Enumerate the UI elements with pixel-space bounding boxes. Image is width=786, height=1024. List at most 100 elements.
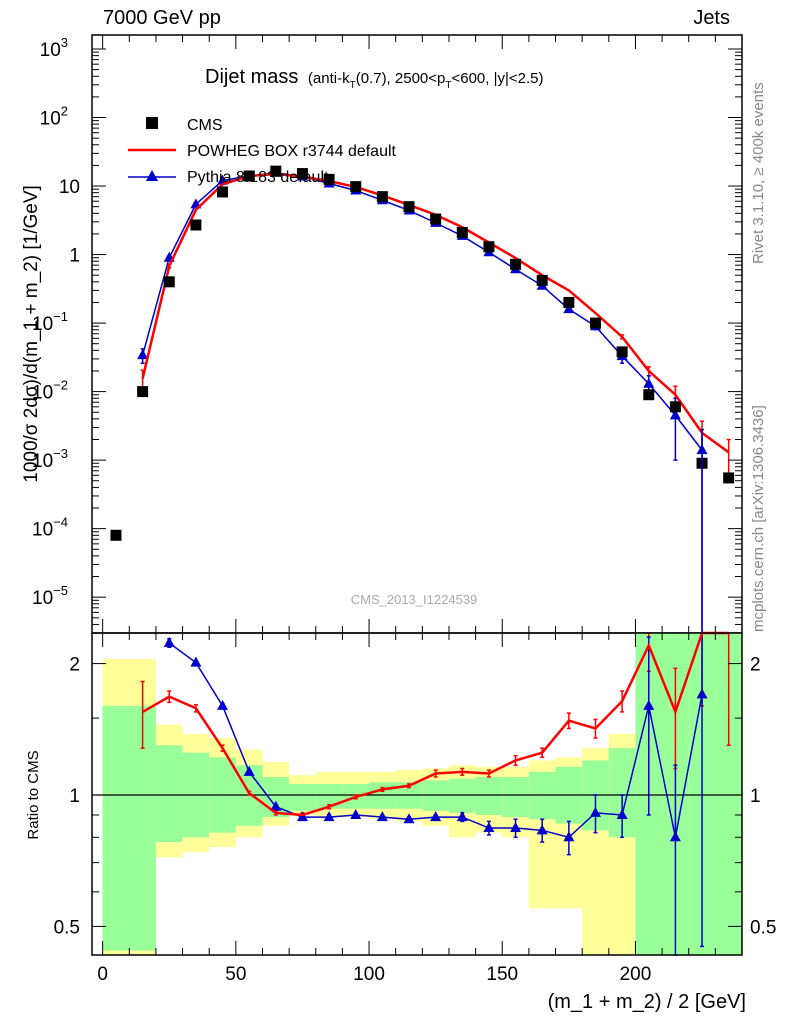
legend-label-cms: CMS	[187, 117, 223, 134]
main-y-tick-exponent: 2	[61, 104, 68, 119]
main-y-tick-label: 10−4	[32, 515, 68, 541]
ratio-y-tick-label: 2	[69, 655, 80, 676]
ratio-band-green	[102, 705, 156, 951]
main-y-tick-label: 103	[40, 35, 68, 61]
pythia-point	[217, 174, 229, 185]
ratio-pythia-point	[643, 699, 655, 710]
x-tick-label: 100	[353, 964, 385, 985]
main-x-ticks	[102, 35, 743, 633]
cms-point	[243, 170, 255, 182]
ratio-pythia-point	[376, 811, 388, 822]
main-y-tick-label: 1	[69, 246, 80, 267]
pythia-point	[643, 377, 655, 388]
cms-point	[110, 529, 122, 541]
cms-point	[217, 186, 229, 198]
pythia-point	[563, 303, 575, 314]
pythia-line	[141, 172, 703, 451]
cms-point	[137, 386, 149, 398]
main-y-label: 1000/σ 2dσ)/d(m_1 + m_2) [1/GeV]	[21, 185, 42, 483]
main-y-tick-label: 102	[40, 104, 68, 130]
x-tick-label: 200	[620, 964, 652, 985]
x-tick-label: 0	[97, 964, 108, 985]
cms-point	[430, 213, 442, 225]
ratio-pythia-point	[589, 806, 601, 817]
ratio-y-tick-label-right: 2	[750, 655, 761, 676]
ratio-pythia-point	[510, 822, 522, 833]
main-y-tick-exponent: −3	[53, 446, 68, 461]
ratio-pythia-point	[323, 811, 335, 822]
ratio-y-tick-label: 1	[69, 786, 80, 807]
main-y-tick-label: 10−5	[32, 583, 68, 609]
rivet-label: Rivet 3.1.10, ≥ 400k events	[750, 82, 767, 264]
main-y-tick-exponent: −1	[53, 309, 68, 324]
header-process: 7000 GeV pp	[103, 7, 221, 29]
source-label: mcplots.cern.ch [arXiv:1306.3436]	[750, 405, 767, 632]
cms-point	[456, 226, 468, 238]
cms-point	[643, 389, 655, 401]
watermark: CMS_2013_I1224539	[351, 592, 478, 607]
ratio-pythia-point	[696, 688, 708, 699]
legend-marker-pythia	[146, 170, 158, 181]
ratio-pythia-point	[217, 699, 229, 710]
ratio-pythia-point	[430, 811, 442, 822]
cms-point	[536, 274, 548, 286]
ratio-pythia-point	[669, 831, 681, 842]
main-y-tick-exponent: −5	[53, 583, 68, 598]
main-series	[110, 165, 735, 634]
legend-marker-cms	[146, 117, 158, 129]
cms-point	[296, 168, 308, 180]
pythia-point	[137, 349, 149, 360]
ratio-pythia-point	[403, 813, 415, 824]
ratio-band-green	[289, 783, 316, 811]
ratio-series	[140, 631, 731, 956]
cms-point	[376, 191, 388, 203]
x-tick-label: 50	[225, 964, 246, 985]
ratio-bands	[102, 633, 742, 955]
legend-label-powheg: POWHEG BOX r3744 default	[187, 143, 397, 160]
cms-point	[616, 346, 628, 358]
ratio-y-tick-label-right: 1	[750, 786, 761, 807]
cms-point	[723, 472, 735, 484]
ratio-y-tick-label-right: 0.5	[750, 917, 776, 938]
x-tick-label: 150	[486, 964, 518, 985]
cms-point	[403, 201, 415, 213]
cms-point	[669, 401, 681, 413]
cms-point	[589, 317, 601, 329]
ratio-pythia-point	[163, 636, 175, 647]
ratio-powheg-line	[141, 631, 729, 817]
cms-point	[163, 276, 175, 288]
header-category: Jets	[693, 7, 730, 29]
chart-title: Dijet mass (anti-kT(0.7), 2500<pT<600, |…	[205, 66, 544, 91]
ratio-frame	[91, 632, 743, 956]
ratio-band-green	[475, 776, 503, 815]
ratio-band-green	[448, 778, 476, 813]
ratio-pythia-point	[243, 765, 255, 776]
cms-point	[510, 258, 522, 270]
ratio-y-label: Ratio to CMS	[25, 750, 42, 839]
cms-point	[350, 181, 362, 193]
pythia-point	[669, 409, 681, 420]
x-axis-label: (m_1 + m_2) / 2 [GeV]	[548, 991, 746, 1013]
legend-label-pythia: Pythia 8.183 default	[187, 169, 329, 186]
main-y-tick-label: 10	[59, 177, 80, 198]
ratio-x-axis: 0 50 100 150 200	[97, 633, 743, 985]
ratio-pythia-point	[616, 808, 628, 819]
ratio-pythia-point	[483, 822, 495, 833]
cms-point	[190, 219, 202, 231]
ratio-y-axis: 0.5 0.5 1 1 2 2	[54, 655, 777, 939]
cms-point	[563, 296, 575, 308]
ratio-pythia-point	[350, 808, 362, 819]
ratio-pythia-point	[270, 800, 282, 811]
ratio-y-tick-label: 0.5	[54, 917, 80, 938]
main-y-tick-exponent: −4	[53, 515, 68, 530]
ratio-pythia-point	[536, 824, 548, 835]
cms-point	[323, 173, 335, 185]
ratio-band-green	[502, 776, 529, 818]
main-y-tick-exponent: 3	[61, 35, 68, 50]
ratio-pythia-point	[563, 831, 575, 842]
main-y-tick-exponent: −2	[53, 378, 68, 393]
ratio-pythia-point	[456, 811, 468, 822]
cms-point	[270, 165, 282, 177]
